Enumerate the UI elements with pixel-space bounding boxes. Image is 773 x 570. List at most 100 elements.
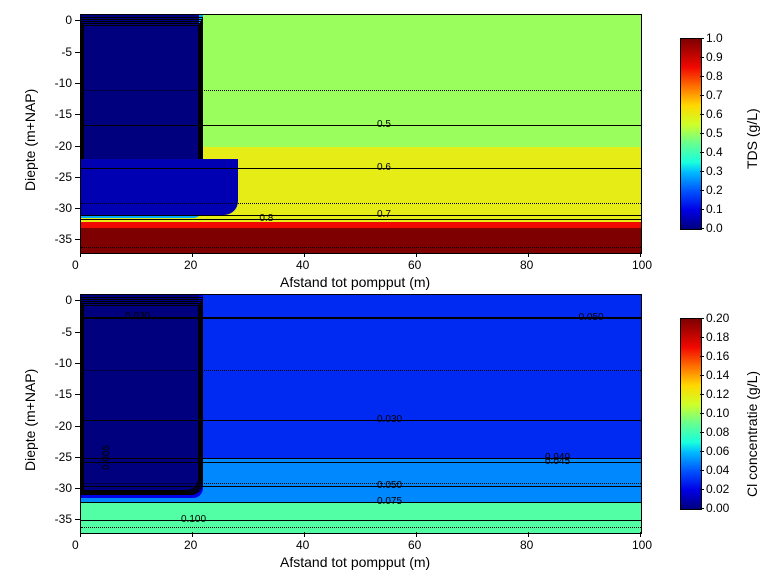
cbar-tick-mark <box>700 57 704 58</box>
contour-label: 0.050 <box>375 480 404 491</box>
cbar-tick-label: 0.6 <box>706 107 723 121</box>
cbar-tick-mark <box>700 95 704 96</box>
xtick-label: 100 <box>632 258 652 272</box>
cbar-tick-mark <box>700 152 704 153</box>
contour-label: 0.030 <box>375 414 404 425</box>
cbar-tick-label: 0.9 <box>706 50 723 64</box>
ytick-label: 0 <box>65 13 72 27</box>
ytick-mark <box>75 394 80 395</box>
cbar-tick-mark <box>700 171 704 172</box>
cbar-tick-mark <box>700 190 704 191</box>
cbar-tick-mark <box>700 451 704 452</box>
ytick-label: -15 <box>55 107 72 121</box>
dotted-hline <box>81 483 641 484</box>
cbar-tick-mark <box>700 489 704 490</box>
cbar-tick-mark <box>700 318 704 319</box>
contour-label: 0.005 <box>101 443 112 472</box>
ytick-mark <box>75 332 80 333</box>
colorbar-2 <box>680 318 702 510</box>
xtick-mark <box>528 532 529 537</box>
ytick-mark <box>75 239 80 240</box>
cbar-tick-label: 0.3 <box>706 164 723 178</box>
ytick-label: -35 <box>55 512 72 526</box>
contour-label: 0.6 <box>375 162 393 173</box>
cbar-tick-mark <box>700 76 704 77</box>
ytick-label: -15 <box>55 387 72 401</box>
contour-hline <box>81 520 641 521</box>
cbar-tick-label: 0.00 <box>706 501 729 515</box>
ytick-mark <box>75 363 80 364</box>
ytick-label: -20 <box>55 419 72 433</box>
contour-label: 0.100 <box>179 514 208 525</box>
ytick-label: -10 <box>55 356 72 370</box>
contour-label: 0.045 <box>543 456 572 467</box>
cbar-tick-mark <box>700 394 704 395</box>
cbar-tick-label: 0.4 <box>706 145 723 159</box>
cbar-tick-label: 0.20 <box>706 311 729 325</box>
ytick-mark <box>75 83 80 84</box>
ytick-label: -30 <box>55 481 72 495</box>
cbar-tick-mark <box>700 432 704 433</box>
xtick-mark <box>416 252 417 257</box>
cbar-tick-mark <box>700 209 704 210</box>
dotted-hline <box>81 370 641 371</box>
plot-area-1: 0.50.60.70.8 <box>80 14 642 254</box>
contour-hline <box>81 219 641 220</box>
ytick-label: -25 <box>55 170 72 184</box>
cbar-tick-label: 1.0 <box>706 31 723 45</box>
ytick-mark <box>75 488 80 489</box>
cbar-tick-mark <box>700 114 704 115</box>
heatmap-band <box>81 502 641 533</box>
xtick-label: 100 <box>632 538 652 552</box>
contour-label: 0.8 <box>257 213 275 224</box>
contour-label: 0.5 <box>375 119 393 130</box>
cbar-tick-label: 0.08 <box>706 425 729 439</box>
xtick-label: 60 <box>408 538 421 552</box>
cbar-tick-mark <box>700 133 704 134</box>
xtick-mark <box>192 252 193 257</box>
cbar-tick-label: 0.06 <box>706 444 729 458</box>
ytick-mark <box>75 208 80 209</box>
contour-hline <box>81 168 641 169</box>
contour-label: 0.030 <box>123 311 152 322</box>
cbar-tick-mark <box>700 38 704 39</box>
cbar-tick-label: 0.18 <box>706 330 729 344</box>
xtick-mark <box>640 252 641 257</box>
cbar-tick-mark <box>700 470 704 471</box>
cbar-label: TDS (g/L) <box>744 108 760 169</box>
cbar-tick-mark <box>700 228 704 229</box>
ytick-mark <box>75 52 80 53</box>
cbar-tick-label: 0.8 <box>706 69 723 83</box>
contour-label: 0.050 <box>577 312 606 323</box>
ytick-mark <box>75 426 80 427</box>
xtick-label: 0 <box>72 258 79 272</box>
contour-hline <box>81 125 641 126</box>
cbar-tick-label: 0.1 <box>706 202 723 216</box>
ylabel: Diepte (m+NAP) <box>22 89 38 191</box>
cbar-tick-label: 0.14 <box>706 368 729 382</box>
xtick-mark <box>80 252 81 257</box>
contour-hline <box>81 502 641 503</box>
dotted-hline <box>81 247 641 248</box>
cbar-tick-label: 0.02 <box>706 482 729 496</box>
cbar-tick-label: 0.04 <box>706 463 729 477</box>
contour-hline <box>81 486 641 487</box>
heatmap-band <box>81 228 641 253</box>
ytick-mark <box>75 519 80 520</box>
ytick-mark <box>75 114 80 115</box>
plot-area-2: 0.0300.0500.0300.0400.0450.0500.0750.100… <box>80 294 642 534</box>
ytick-label: -25 <box>55 450 72 464</box>
contour-hline <box>81 420 641 421</box>
dotted-hline <box>81 90 641 91</box>
dotted-hline <box>81 203 641 204</box>
cbar-tick-mark <box>700 508 704 509</box>
ytick-mark <box>75 20 80 21</box>
xtick-mark <box>528 252 529 257</box>
xtick-label: 60 <box>408 258 421 272</box>
ytick-mark <box>75 457 80 458</box>
cbar-label: Cl concentratie (g/L) <box>744 371 760 497</box>
colorbar-1 <box>680 38 702 230</box>
ytick-mark <box>75 177 80 178</box>
ytick-label: -10 <box>55 76 72 90</box>
ytick-mark <box>75 146 80 147</box>
